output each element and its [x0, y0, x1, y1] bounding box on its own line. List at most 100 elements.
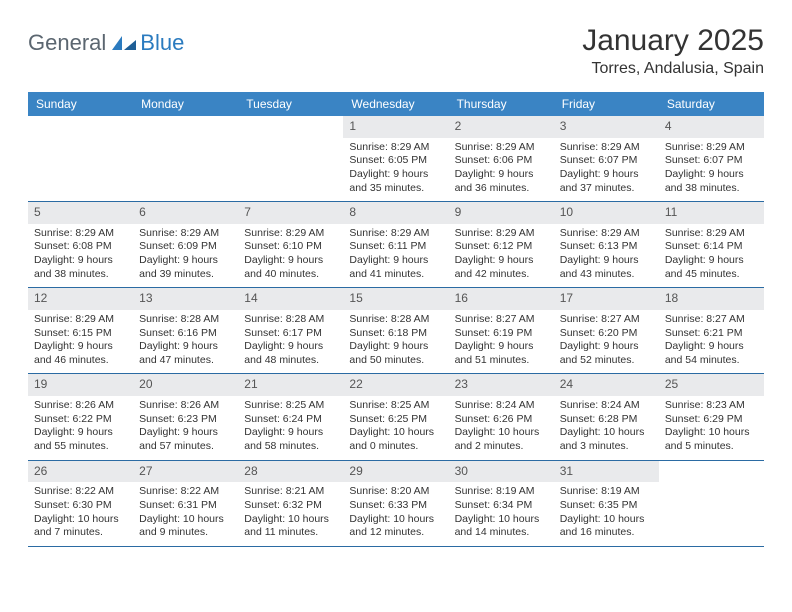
sunset-line: Sunset: 6:24 PM: [244, 413, 337, 427]
sunrise-line: Sunrise: 8:29 AM: [34, 227, 127, 241]
calendar-header-cell: Friday: [554, 92, 659, 116]
day-content: Sunrise: 8:28 AMSunset: 6:18 PMDaylight:…: [343, 310, 448, 374]
day-content: Sunrise: 8:27 AMSunset: 6:19 PMDaylight:…: [449, 310, 554, 374]
day-content: Sunrise: 8:22 AMSunset: 6:31 PMDaylight:…: [133, 482, 238, 546]
calendar-cell: [133, 116, 238, 201]
calendar-cell: 29Sunrise: 8:20 AMSunset: 6:33 PMDayligh…: [343, 461, 448, 546]
sunset-line: Sunset: 6:22 PM: [34, 413, 127, 427]
calendar-cell: 2Sunrise: 8:29 AMSunset: 6:06 PMDaylight…: [449, 116, 554, 201]
calendar-cell: 22Sunrise: 8:25 AMSunset: 6:25 PMDayligh…: [343, 374, 448, 459]
sunset-line: Sunset: 6:20 PM: [560, 327, 653, 341]
sunrise-line: Sunrise: 8:22 AM: [139, 485, 232, 499]
calendar-cell: 16Sunrise: 8:27 AMSunset: 6:19 PMDayligh…: [449, 288, 554, 373]
calendar-header-cell: Tuesday: [238, 92, 343, 116]
calendar-cell: 12Sunrise: 8:29 AMSunset: 6:15 PMDayligh…: [28, 288, 133, 373]
sunset-line: Sunset: 6:29 PM: [665, 413, 758, 427]
day-number: 25: [659, 374, 764, 396]
sunrise-line: Sunrise: 8:29 AM: [560, 141, 653, 155]
sunrise-line: Sunrise: 8:20 AM: [349, 485, 442, 499]
calendar-cell: 14Sunrise: 8:28 AMSunset: 6:17 PMDayligh…: [238, 288, 343, 373]
calendar-cell: [28, 116, 133, 201]
day-content: Sunrise: 8:29 AMSunset: 6:07 PMDaylight:…: [659, 138, 764, 202]
daylight-line: Daylight: 9 hours and 47 minutes.: [139, 340, 232, 367]
day-number: 7: [238, 202, 343, 224]
daylight-line: Daylight: 9 hours and 55 minutes.: [34, 426, 127, 453]
daylight-line: Daylight: 9 hours and 51 minutes.: [455, 340, 548, 367]
day-content: Sunrise: 8:19 AMSunset: 6:35 PMDaylight:…: [554, 482, 659, 546]
sunrise-line: Sunrise: 8:27 AM: [665, 313, 758, 327]
calendar-cell: 27Sunrise: 8:22 AMSunset: 6:31 PMDayligh…: [133, 461, 238, 546]
sunrise-line: Sunrise: 8:27 AM: [455, 313, 548, 327]
daylight-line: Daylight: 9 hours and 46 minutes.: [34, 340, 127, 367]
daylight-line: Daylight: 10 hours and 16 minutes.: [560, 513, 653, 540]
sunset-line: Sunset: 6:07 PM: [665, 154, 758, 168]
sunset-line: Sunset: 6:19 PM: [455, 327, 548, 341]
day-content: Sunrise: 8:29 AMSunset: 6:15 PMDaylight:…: [28, 310, 133, 374]
daylight-line: Daylight: 9 hours and 40 minutes.: [244, 254, 337, 281]
calendar-header-cell: Thursday: [449, 92, 554, 116]
day-number: 4: [659, 116, 764, 138]
day-content: Sunrise: 8:25 AMSunset: 6:24 PMDaylight:…: [238, 396, 343, 460]
daylight-line: Daylight: 10 hours and 0 minutes.: [349, 426, 442, 453]
day-content: Sunrise: 8:28 AMSunset: 6:17 PMDaylight:…: [238, 310, 343, 374]
calendar-header-cell: Sunday: [28, 92, 133, 116]
day-content: Sunrise: 8:24 AMSunset: 6:28 PMDaylight:…: [554, 396, 659, 460]
calendar-cell: 1Sunrise: 8:29 AMSunset: 6:05 PMDaylight…: [343, 116, 448, 201]
calendar-page: General Blue January 2025 Torres, Andalu…: [0, 0, 792, 571]
calendar-cell: 24Sunrise: 8:24 AMSunset: 6:28 PMDayligh…: [554, 374, 659, 459]
sunset-line: Sunset: 6:06 PM: [455, 154, 548, 168]
calendar-cell: 5Sunrise: 8:29 AMSunset: 6:08 PMDaylight…: [28, 202, 133, 287]
day-content: Sunrise: 8:29 AMSunset: 6:12 PMDaylight:…: [449, 224, 554, 288]
sunset-line: Sunset: 6:21 PM: [665, 327, 758, 341]
day-number: 28: [238, 461, 343, 483]
sunrise-line: Sunrise: 8:26 AM: [139, 399, 232, 413]
calendar-cell: 7Sunrise: 8:29 AMSunset: 6:10 PMDaylight…: [238, 202, 343, 287]
day-content: Sunrise: 8:29 AMSunset: 6:09 PMDaylight:…: [133, 224, 238, 288]
sunset-line: Sunset: 6:35 PM: [560, 499, 653, 513]
daylight-line: Daylight: 10 hours and 14 minutes.: [455, 513, 548, 540]
day-content: Sunrise: 8:29 AMSunset: 6:06 PMDaylight:…: [449, 138, 554, 202]
sunrise-line: Sunrise: 8:27 AM: [560, 313, 653, 327]
calendar-cell: 31Sunrise: 8:19 AMSunset: 6:35 PMDayligh…: [554, 461, 659, 546]
sunset-line: Sunset: 6:16 PM: [139, 327, 232, 341]
sunset-line: Sunset: 6:18 PM: [349, 327, 442, 341]
location: Torres, Andalusia, Spain: [582, 60, 764, 78]
title-block: January 2025 Torres, Andalusia, Spain: [582, 24, 764, 78]
daylight-line: Daylight: 10 hours and 5 minutes.: [665, 426, 758, 453]
brand-logo: General Blue: [28, 30, 184, 56]
sunset-line: Sunset: 6:32 PM: [244, 499, 337, 513]
day-content: Sunrise: 8:19 AMSunset: 6:34 PMDaylight:…: [449, 482, 554, 546]
sunrise-line: Sunrise: 8:25 AM: [349, 399, 442, 413]
sunrise-line: Sunrise: 8:29 AM: [665, 141, 758, 155]
calendar-cell: [238, 116, 343, 201]
sunset-line: Sunset: 6:33 PM: [349, 499, 442, 513]
sunrise-line: Sunrise: 8:29 AM: [34, 313, 127, 327]
brand-blue: Blue: [140, 30, 184, 56]
day-content: Sunrise: 8:26 AMSunset: 6:22 PMDaylight:…: [28, 396, 133, 460]
sunrise-line: Sunrise: 8:22 AM: [34, 485, 127, 499]
sunset-line: Sunset: 6:14 PM: [665, 240, 758, 254]
day-content: Sunrise: 8:29 AMSunset: 6:07 PMDaylight:…: [554, 138, 659, 202]
calendar-cell: 28Sunrise: 8:21 AMSunset: 6:32 PMDayligh…: [238, 461, 343, 546]
sunrise-line: Sunrise: 8:29 AM: [139, 227, 232, 241]
day-content: Sunrise: 8:24 AMSunset: 6:26 PMDaylight:…: [449, 396, 554, 460]
daylight-line: Daylight: 10 hours and 12 minutes.: [349, 513, 442, 540]
calendar-week: 12Sunrise: 8:29 AMSunset: 6:15 PMDayligh…: [28, 288, 764, 374]
day-number: 16: [449, 288, 554, 310]
sunrise-line: Sunrise: 8:24 AM: [560, 399, 653, 413]
sunrise-line: Sunrise: 8:28 AM: [349, 313, 442, 327]
daylight-line: Daylight: 10 hours and 3 minutes.: [560, 426, 653, 453]
day-content: Sunrise: 8:29 AMSunset: 6:08 PMDaylight:…: [28, 224, 133, 288]
sunset-line: Sunset: 6:15 PM: [34, 327, 127, 341]
sunset-line: Sunset: 6:05 PM: [349, 154, 442, 168]
daylight-line: Daylight: 9 hours and 42 minutes.: [455, 254, 548, 281]
daylight-line: Daylight: 9 hours and 52 minutes.: [560, 340, 653, 367]
day-number: 6: [133, 202, 238, 224]
day-number: 15: [343, 288, 448, 310]
calendar-cell: 11Sunrise: 8:29 AMSunset: 6:14 PMDayligh…: [659, 202, 764, 287]
calendar-cell: 3Sunrise: 8:29 AMSunset: 6:07 PMDaylight…: [554, 116, 659, 201]
day-number: 9: [449, 202, 554, 224]
sunset-line: Sunset: 6:26 PM: [455, 413, 548, 427]
sunrise-line: Sunrise: 8:29 AM: [560, 227, 653, 241]
day-number: 12: [28, 288, 133, 310]
